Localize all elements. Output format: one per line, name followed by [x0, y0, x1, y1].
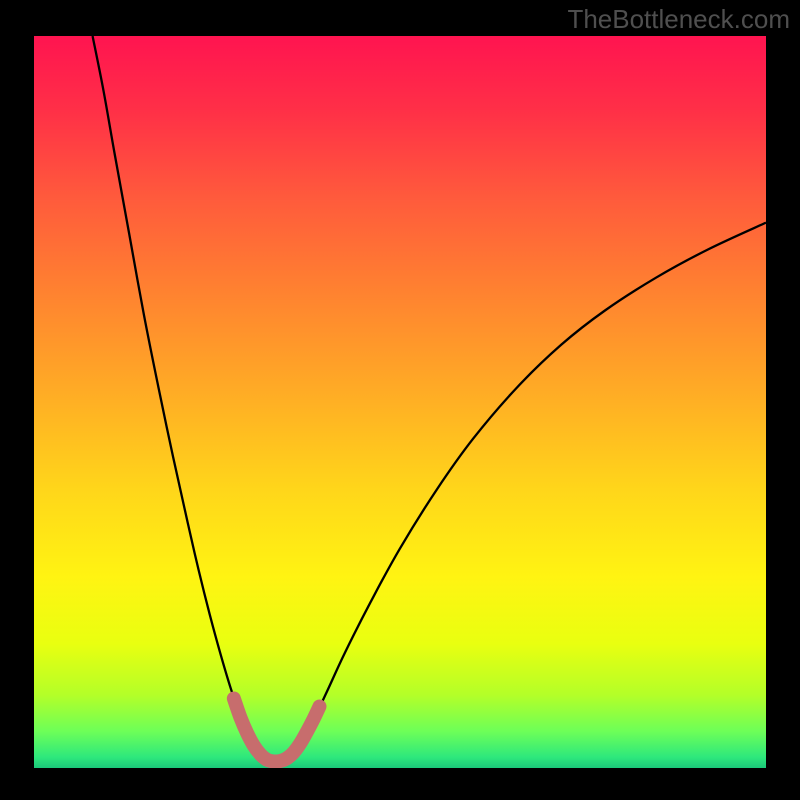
chart-container: TheBottleneck.com	[0, 0, 800, 800]
plot-area	[34, 36, 766, 768]
bottleneck-chart	[0, 0, 800, 800]
